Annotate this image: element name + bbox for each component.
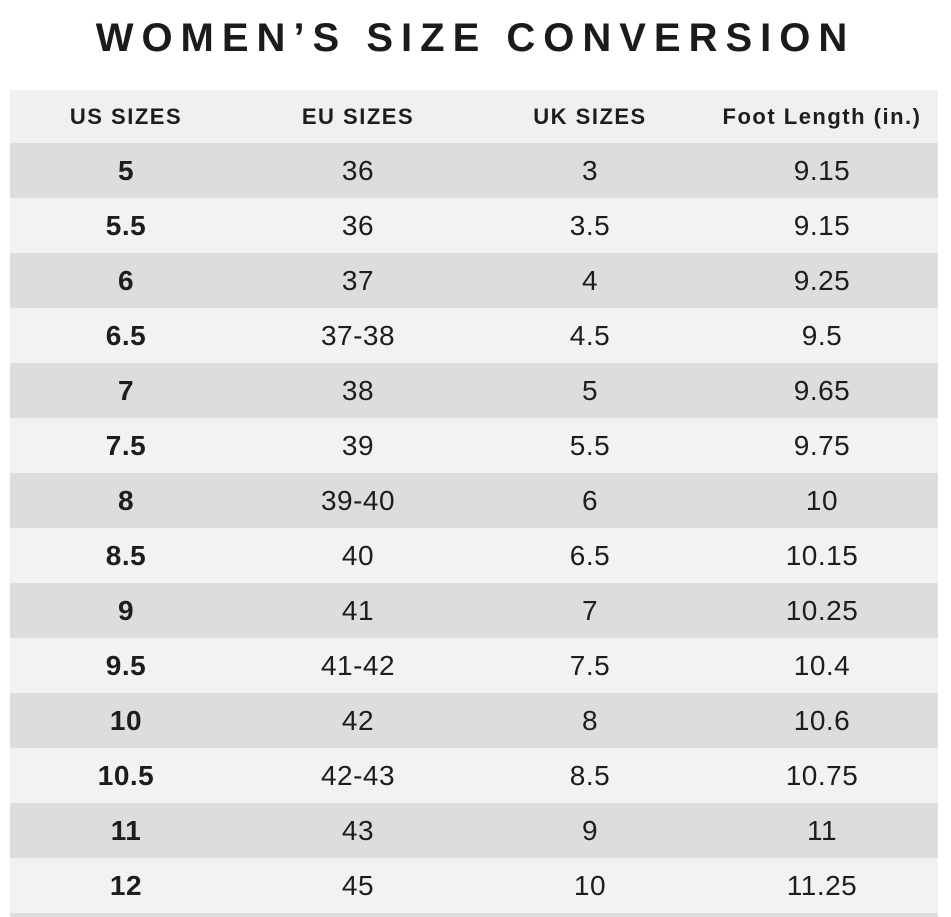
table-row: 9 41 7 10.25 bbox=[10, 583, 938, 638]
column-header-us-sizes: US SIZES bbox=[69, 103, 183, 129]
foot-length-cell: 10.6 bbox=[793, 704, 851, 736]
eu-size-cell: 45 bbox=[341, 869, 375, 901]
us-size-cell: 6 bbox=[117, 264, 135, 296]
table-row: 7.5 39 5.5 9.75 bbox=[10, 418, 938, 473]
eu-size-cell: 42 bbox=[341, 704, 375, 736]
foot-length-cell: 9.75 bbox=[793, 429, 851, 461]
foot-length-cell: 10.25 bbox=[785, 594, 859, 626]
uk-size-cell: 5.5 bbox=[569, 429, 611, 461]
table-row: 11 43 9 11 bbox=[10, 803, 938, 858]
uk-size-cell: 4 bbox=[581, 264, 599, 296]
us-size-cell: 11 bbox=[110, 814, 142, 846]
eu-size-cell: 37-38 bbox=[320, 319, 396, 351]
foot-length-cell: 9.5 bbox=[801, 319, 843, 351]
uk-size-cell: 8.5 bbox=[569, 759, 611, 791]
us-size-cell: 8.5 bbox=[105, 539, 147, 571]
us-size-cell: 7.5 bbox=[105, 429, 147, 461]
column-header-eu-sizes: EU SIZES bbox=[301, 103, 415, 129]
us-size-cell: 7 bbox=[117, 374, 135, 406]
table-row: 10.5 42-43 8.5 10.75 bbox=[10, 748, 938, 803]
size-conversion-table: US SIZES EU SIZES UK SIZES Foot Length (… bbox=[10, 90, 938, 917]
uk-size-cell: 4.5 bbox=[569, 319, 611, 351]
eu-size-cell: 38 bbox=[341, 374, 375, 406]
table-row: 6.5 37-38 4.5 9.5 bbox=[10, 308, 938, 363]
foot-length-cell: 9.15 bbox=[793, 154, 851, 186]
foot-length-cell: 11 bbox=[806, 814, 838, 846]
table-row: 10 42 8 10.6 bbox=[10, 693, 938, 748]
uk-size-cell: 10 bbox=[573, 869, 607, 901]
eu-size-cell: 36 bbox=[341, 154, 375, 186]
table-row: 6 37 4 9.25 bbox=[10, 253, 938, 308]
page-title: WOMEN’S SIZE CONVERSION bbox=[95, 16, 856, 60]
uk-size-cell: 8 bbox=[581, 704, 599, 736]
foot-length-cell: 11.25 bbox=[786, 869, 858, 901]
foot-length-cell: 10.75 bbox=[785, 759, 859, 791]
uk-size-cell: 3 bbox=[581, 154, 599, 186]
table-row: 9.5 41-42 7.5 10.4 bbox=[10, 638, 938, 693]
us-size-cell: 5 bbox=[117, 154, 135, 186]
table-bottom-strip bbox=[10, 913, 938, 917]
uk-size-cell: 7 bbox=[581, 594, 599, 626]
eu-size-cell: 42-43 bbox=[320, 759, 396, 791]
foot-length-cell: 10 bbox=[805, 484, 839, 516]
us-size-cell: 6.5 bbox=[105, 319, 147, 351]
table-row: 12 45 10 11.25 bbox=[10, 858, 938, 913]
table-row: 5.5 36 3.5 9.15 bbox=[10, 198, 938, 253]
eu-size-cell: 41 bbox=[341, 594, 375, 626]
eu-size-cell: 41-42 bbox=[320, 649, 396, 681]
eu-size-cell: 39 bbox=[341, 429, 375, 461]
us-size-cell: 10.5 bbox=[97, 759, 155, 791]
uk-size-cell: 6.5 bbox=[569, 539, 611, 571]
column-header-foot-length: Foot Length (in.) bbox=[722, 103, 922, 129]
us-size-cell: 8 bbox=[117, 484, 135, 516]
table-row: 8.5 40 6.5 10.15 bbox=[10, 528, 938, 583]
eu-size-cell: 39-40 bbox=[320, 484, 396, 516]
table-row: 8 39-40 6 10 bbox=[10, 473, 938, 528]
table-row: 7 38 5 9.65 bbox=[10, 363, 938, 418]
foot-length-cell: 9.65 bbox=[793, 374, 851, 406]
eu-size-cell: 43 bbox=[341, 814, 375, 846]
table-row: 5 36 3 9.15 bbox=[10, 143, 938, 198]
foot-length-cell: 10.4 bbox=[793, 649, 851, 681]
eu-size-cell: 40 bbox=[341, 539, 375, 571]
uk-size-cell: 9 bbox=[581, 814, 599, 846]
eu-size-cell: 37 bbox=[341, 264, 375, 296]
uk-size-cell: 5 bbox=[581, 374, 599, 406]
uk-size-cell: 3.5 bbox=[569, 209, 611, 241]
us-size-cell: 10 bbox=[109, 704, 143, 736]
us-size-cell: 9 bbox=[117, 594, 135, 626]
table-body: 5 36 3 9.15 5.5 36 3.5 9.15 6 37 4 9.25 6.5 37-38 4.5 9… bbox=[10, 143, 938, 913]
uk-size-cell: 6 bbox=[581, 484, 599, 516]
eu-size-cell: 36 bbox=[341, 209, 375, 241]
foot-length-cell: 10.15 bbox=[785, 539, 859, 571]
us-size-cell: 5.5 bbox=[105, 209, 147, 241]
us-size-cell: 9.5 bbox=[105, 649, 147, 681]
table-header-row: US SIZES EU SIZES UK SIZES Foot Length (… bbox=[10, 90, 938, 143]
foot-length-cell: 9.25 bbox=[793, 264, 851, 296]
uk-size-cell: 7.5 bbox=[569, 649, 611, 681]
foot-length-cell: 9.15 bbox=[793, 209, 851, 241]
us-size-cell: 12 bbox=[109, 869, 143, 901]
column-header-uk-sizes: UK SIZES bbox=[533, 103, 647, 129]
